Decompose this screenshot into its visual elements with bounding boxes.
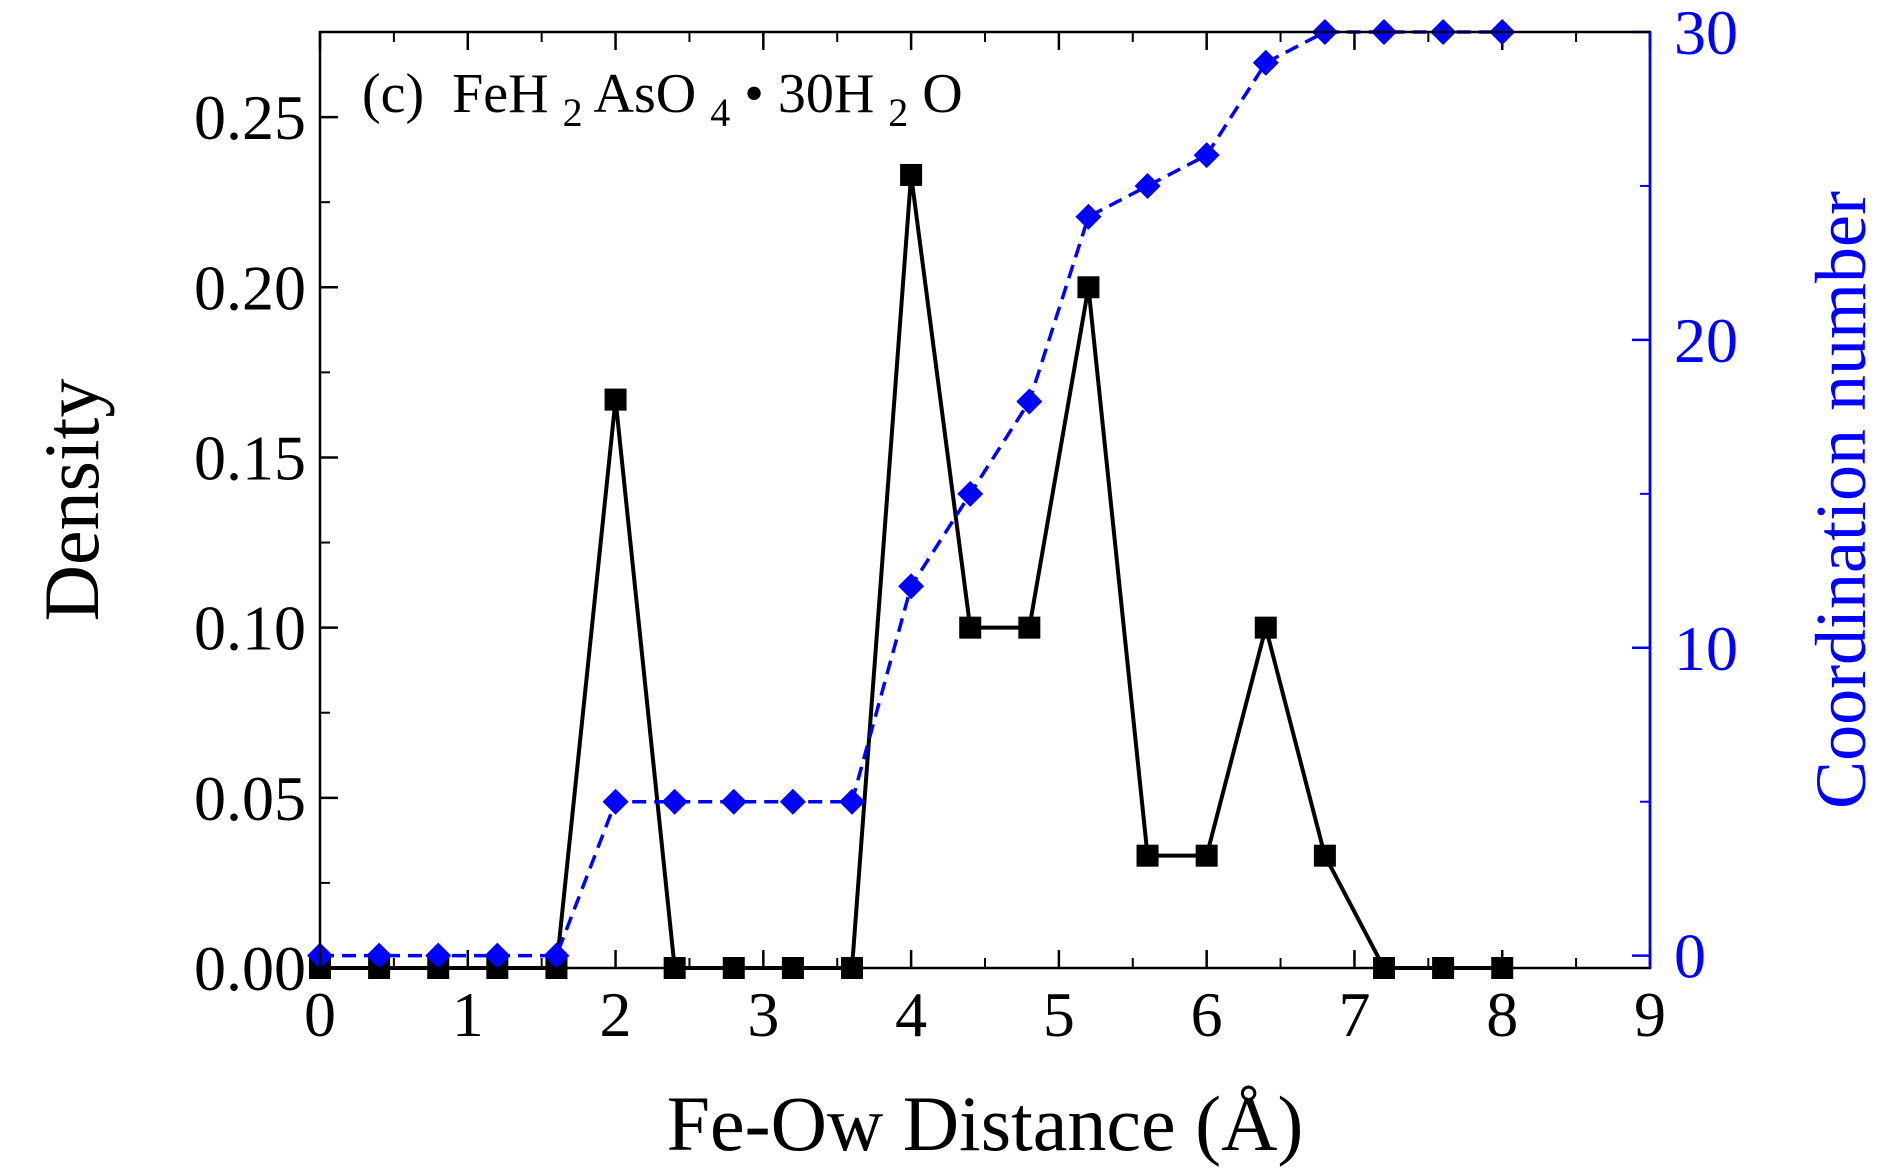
formula-aso: AsO [594,63,697,125]
x-tick-labels: 0 1 2 3 4 5 6 7 8 9 [304,979,1666,1050]
y2-tick-labels: 0 10 20 30 [1674,0,1738,992]
coordination-point [779,788,806,815]
plot-frame [318,30,1652,970]
formula-h-subscript: 2 [563,90,583,135]
coordination-point [543,942,570,969]
coordination-point [1252,49,1279,76]
y2-tick-label: 0 [1674,921,1706,992]
series-markers [307,19,1516,979]
coordination-point [661,788,688,815]
x-tick-label: 3 [747,979,779,1050]
y-tick-label: 0.25 [194,82,306,153]
x-tick-label: 8 [1486,979,1518,1050]
formula-o: O [922,63,962,125]
y2-tick-label: 30 [1674,0,1738,68]
x-tick-label: 7 [1338,979,1370,1050]
coordination-point [602,788,629,815]
coordination-point [1193,142,1220,169]
x-tick-label: 5 [1043,979,1075,1050]
y-tick-label: 0.15 [194,422,306,493]
formula-water-subscript: 2 [888,90,908,135]
y-tick-label: 0.20 [194,252,306,323]
coordination-point [1134,172,1161,199]
y2-tick-label: 10 [1674,613,1738,684]
coordination-point [1075,203,1102,230]
x-tick-label: 9 [1634,979,1666,1050]
y-tick-label: 0.05 [194,763,306,834]
density-point [1136,844,1159,867]
x-axis-label: Fe-Ow Distance (Å) [667,1080,1304,1167]
x-tick-label: 0 [304,979,336,1050]
density-point [1254,616,1277,639]
density-point [1313,844,1336,867]
y2-axis-label: Coordination number [1801,191,1881,809]
y2-tick-label: 20 [1674,305,1738,376]
panel-label: (c) [362,63,424,125]
formula-dot: • [744,63,764,125]
density-point [1077,276,1100,299]
coordination-point [484,942,511,969]
x-tick-label: 6 [1191,979,1223,1050]
coordination-point [720,788,747,815]
y-tick-label: 0.00 [194,933,306,1004]
formula-water: 30H [778,63,874,125]
x-tick-label: 1 [452,979,484,1050]
density-point [1195,844,1218,867]
formula-o-subscript: 4 [710,90,730,135]
coordination-point [1016,388,1043,415]
density-point [604,388,627,411]
tick-marks [318,30,1652,970]
density-point [1018,616,1041,639]
x-tick-label: 2 [600,979,632,1050]
formula-fe: FeH [452,63,548,125]
y-tick-labels: 0.00 0.05 0.10 0.15 0.20 0.25 [194,82,306,1004]
coordination-point [839,788,865,815]
density-point [900,163,923,186]
coordination-point [425,942,452,969]
chart-title: (c) FeH 2 AsO 4 • 30H 2 O [362,63,963,139]
y-tick-label: 0.10 [194,593,306,664]
density-point [959,616,982,639]
coordination-point [957,480,984,507]
y-axis-label: Density [28,379,115,622]
x-tick-label: 4 [895,979,927,1050]
coordination-point [898,573,925,600]
coordination-point [366,942,393,969]
